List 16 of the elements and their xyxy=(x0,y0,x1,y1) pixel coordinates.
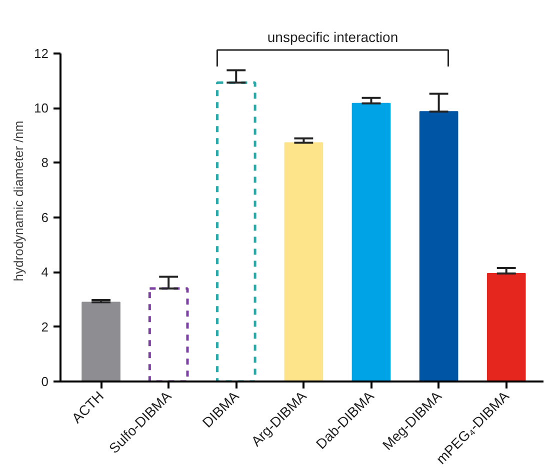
y-tick-label: 8 xyxy=(41,155,49,170)
text: unspecific interaction xyxy=(267,29,398,46)
y-tick-label: 6 xyxy=(41,210,49,225)
y-tick-label: 0 xyxy=(41,374,49,389)
bar xyxy=(352,102,391,382)
bar xyxy=(284,142,324,382)
bar xyxy=(216,81,256,382)
bar xyxy=(82,302,120,382)
y-tick-label: 2 xyxy=(41,319,49,334)
y-tick-label: 10 xyxy=(34,100,49,116)
bar xyxy=(486,272,526,382)
bar xyxy=(148,287,189,382)
y-tick-label: 4 xyxy=(41,264,49,280)
y-axis-title: hydrodynamic diameter /nm xyxy=(11,120,26,282)
bar xyxy=(419,111,458,382)
y-tick-label: 12 xyxy=(34,46,49,61)
